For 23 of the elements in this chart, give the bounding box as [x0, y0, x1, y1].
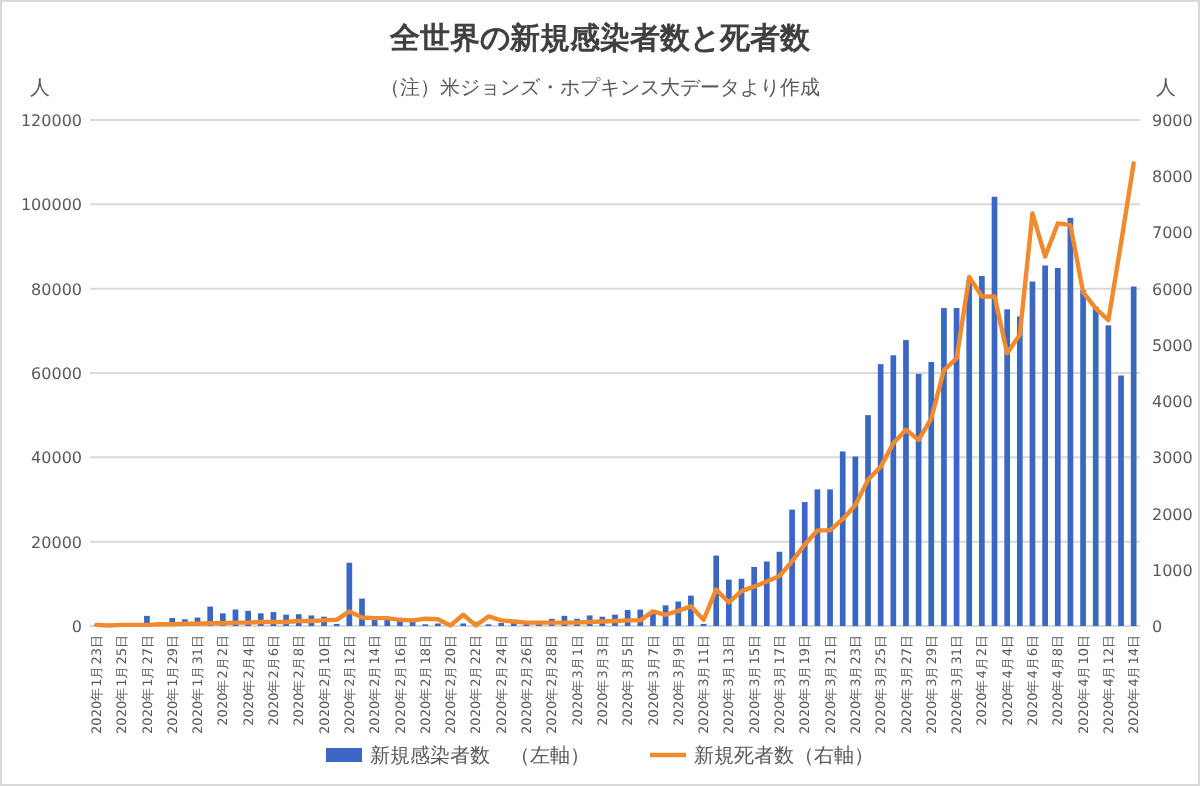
legend-label: 新規感染者数 （左軸）	[370, 744, 590, 768]
y-tick-label: 40000	[31, 449, 82, 468]
y2-tick-label: 1000	[1152, 561, 1193, 580]
y-axis-title: 人	[30, 78, 50, 100]
y2-tick-label: 5000	[1152, 336, 1193, 355]
y2-tick-label: 3000	[1152, 449, 1193, 468]
y2-tick-label: 9000	[1152, 112, 1193, 130]
chart-title: 全世界の新規感染者数と死者数	[388, 20, 812, 56]
y2-tick-label: 4000	[1152, 393, 1193, 412]
y-tick-label: 80000	[31, 280, 82, 299]
y2-tick-label: 2000	[1152, 505, 1193, 524]
y-tick-label: 0	[71, 618, 82, 636]
y-tick-label: 20000	[31, 533, 82, 552]
y-tick-label: 60000	[31, 365, 82, 383]
y2-tick-label: 8000	[1152, 168, 1193, 187]
y2-tick-label: 0	[1152, 618, 1163, 636]
y2-tick-label: 6000	[1152, 280, 1193, 299]
y2-tick-label: 7000	[1152, 224, 1193, 243]
y2-axis-title: 人	[1156, 78, 1176, 100]
y-tick-label: 100000	[20, 196, 82, 215]
y-tick-label: 120000	[20, 112, 82, 130]
chart-subtitle: （注）米ジョンズ・ホプキンス大データより作成	[380, 76, 820, 100]
legend-label: 新規死者数（右軸）	[694, 744, 874, 768]
